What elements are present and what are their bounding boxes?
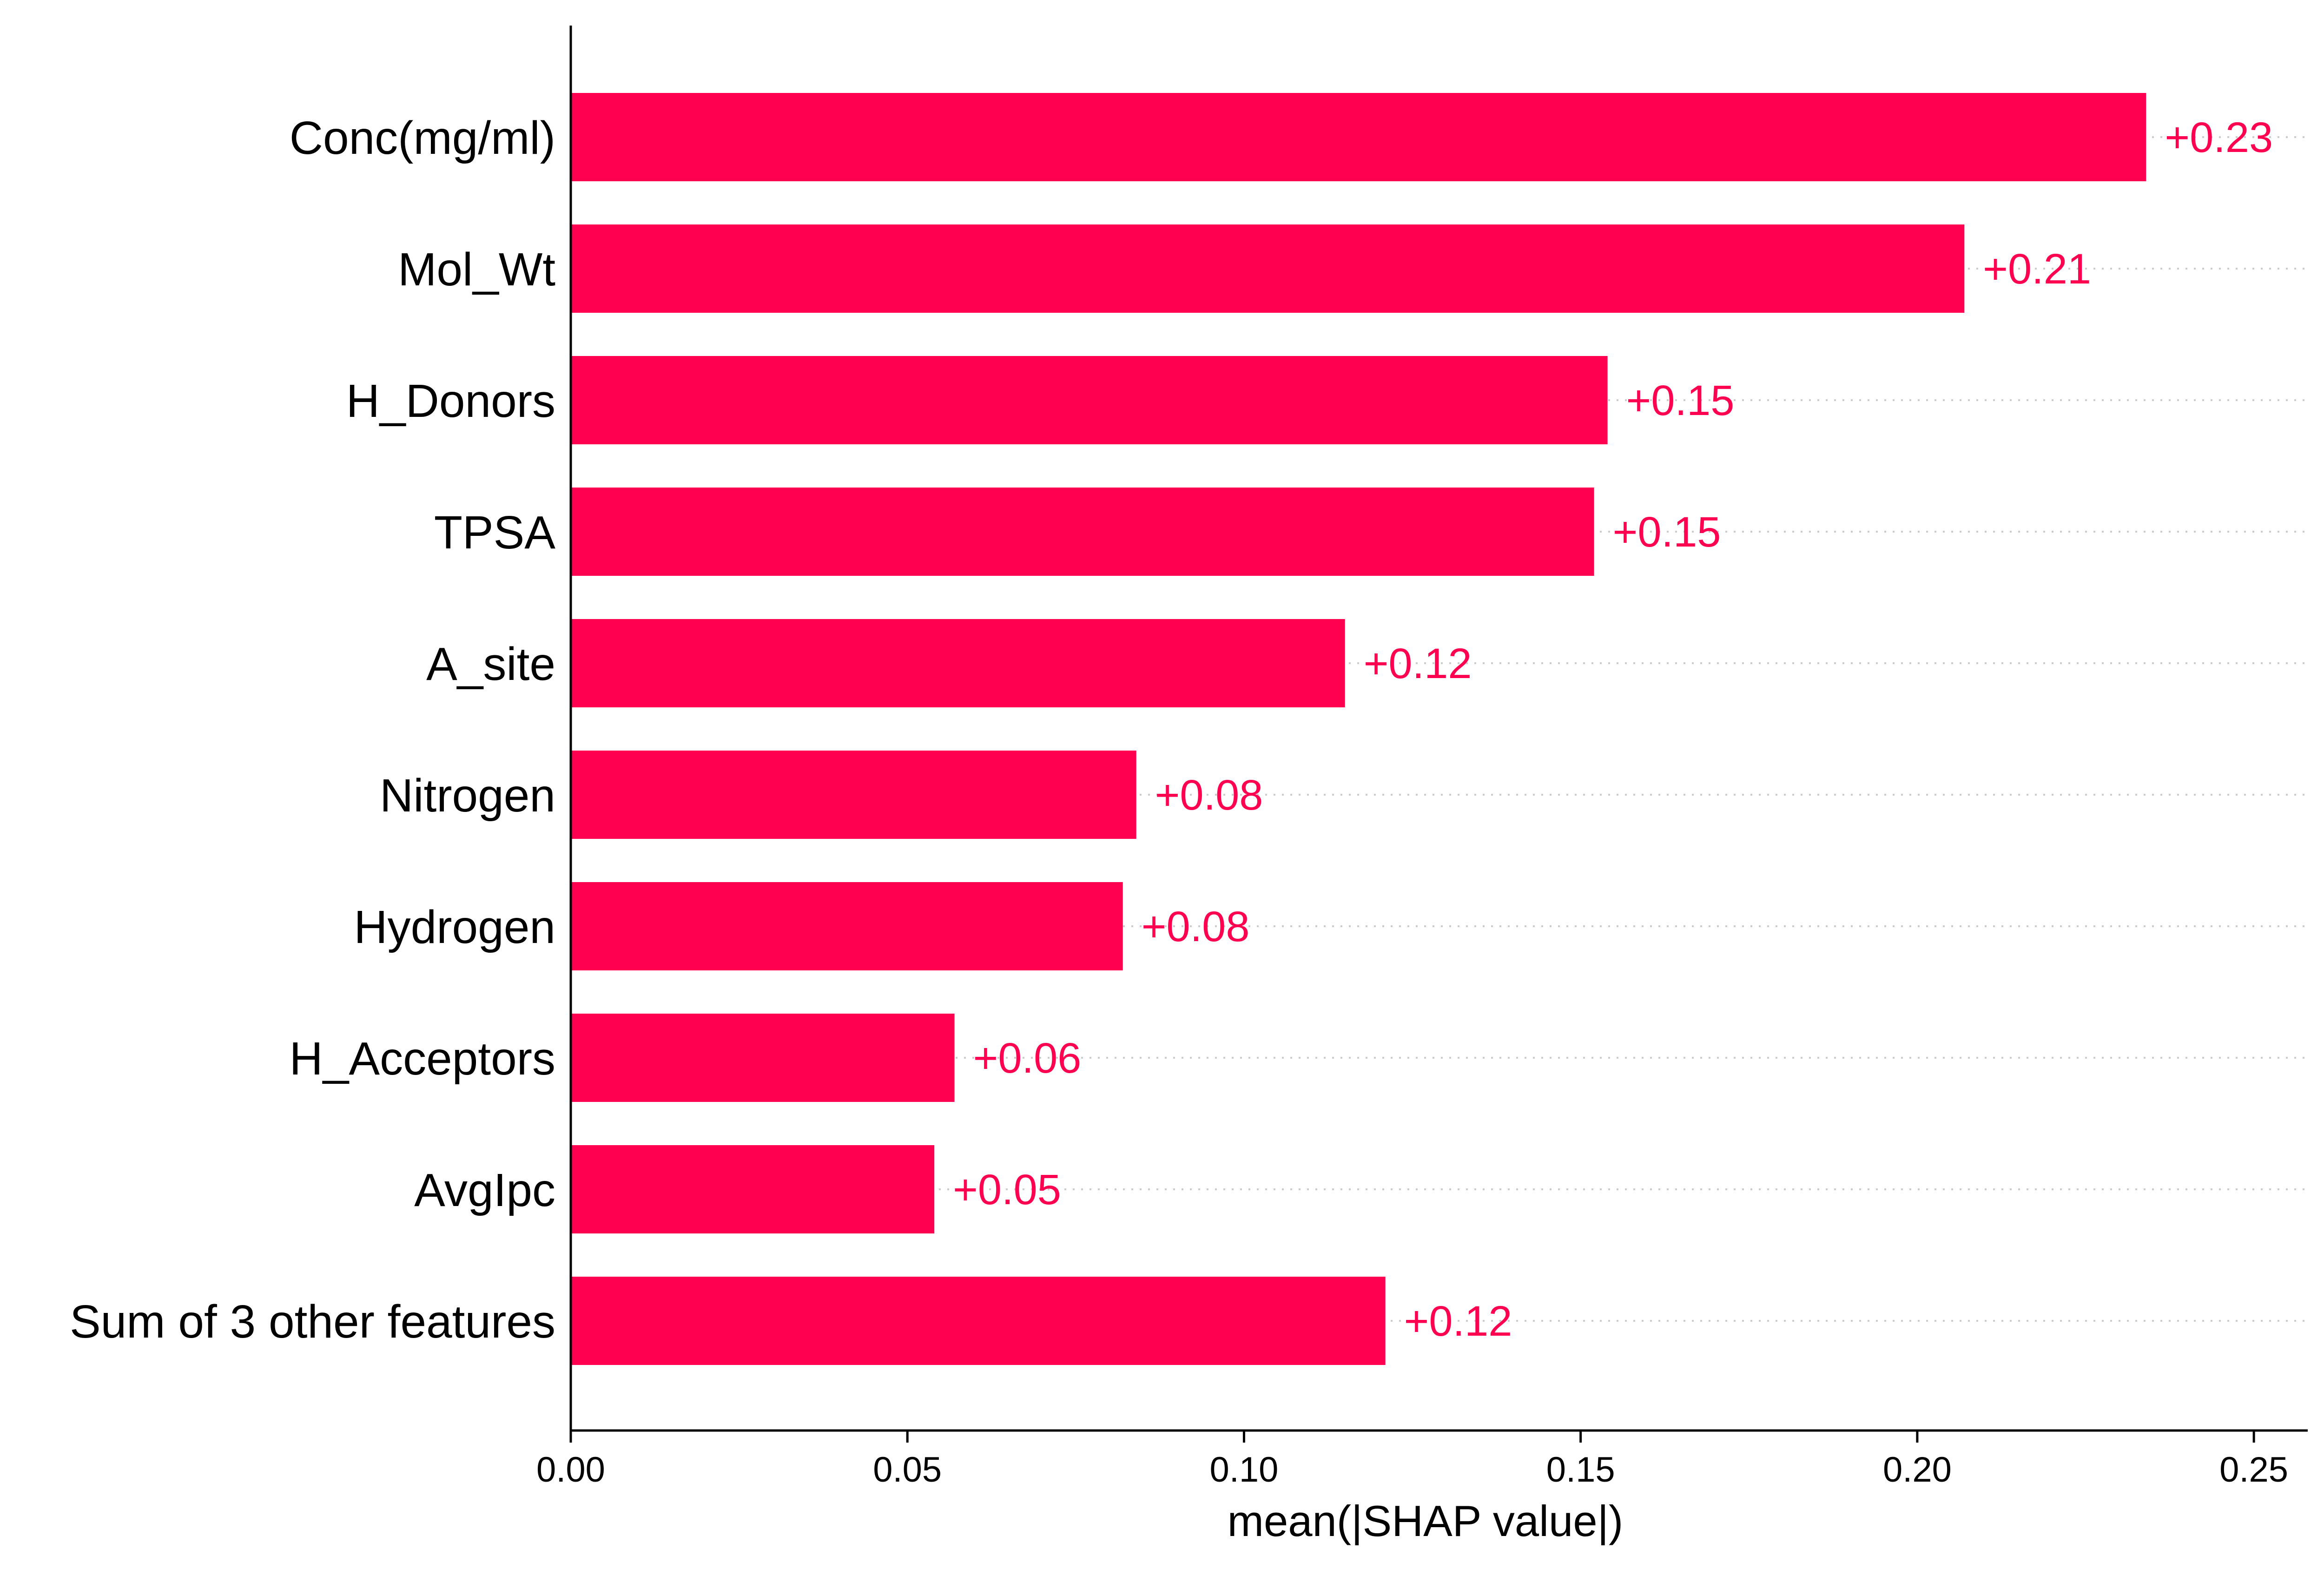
bar xyxy=(571,488,1594,576)
value-labels: +0.23 +0.21 +0.15 +0.15 +0.12 +0.08 +0.08 +0.06… xyxy=(953,114,2273,1345)
x-tick-label: 0.05 xyxy=(873,1450,942,1490)
x-tick-label: 0.00 xyxy=(536,1450,605,1490)
category-label: A_site xyxy=(426,638,555,690)
bar-value-label: +0.05 xyxy=(953,1166,1061,1213)
row-guides xyxy=(571,136,2308,1322)
x-ticks: 0.00 0.05 0.10 0.15 0.20 0.25 xyxy=(536,1431,2288,1490)
axes xyxy=(569,26,2308,1432)
category-labels: Conc(mg/ml) Mol_Wt H_Donors TPSA A_site Nitro… xyxy=(70,112,555,1348)
x-axis-title: mean(|SHAP value|) xyxy=(1228,1496,1624,1545)
bar-value-label: +0.15 xyxy=(1626,377,1735,424)
category-label: Hydrogen xyxy=(354,901,555,953)
x-tick-label: 0.25 xyxy=(2219,1450,2288,1490)
bar-value-label: +0.12 xyxy=(1364,640,1472,687)
bar xyxy=(571,1145,935,1233)
bar-value-label: +0.08 xyxy=(1142,903,1250,950)
bar xyxy=(571,356,1608,444)
x-tick-label: 0.20 xyxy=(1883,1450,1952,1490)
category-label: Conc(mg/ml) xyxy=(290,112,555,164)
category-label: Nitrogen xyxy=(380,770,555,822)
bar-value-label: +0.21 xyxy=(1983,245,2091,293)
bar xyxy=(571,619,1345,707)
category-label: H_Donors xyxy=(346,375,555,427)
bar-value-label: +0.06 xyxy=(973,1035,1082,1082)
x-tick-label: 0.15 xyxy=(1546,1450,1615,1490)
bars xyxy=(571,93,2146,1365)
bar-value-label: +0.23 xyxy=(2165,114,2273,161)
bar-value-label: +0.12 xyxy=(1404,1298,1512,1345)
bar xyxy=(571,224,1965,313)
x-tick-label: 0.10 xyxy=(1209,1450,1278,1490)
bar xyxy=(571,751,1136,839)
bar-value-label: +0.08 xyxy=(1155,771,1263,819)
bar xyxy=(571,882,1123,970)
category-label: H_Acceptors xyxy=(290,1033,555,1085)
category-label: TPSA xyxy=(434,507,555,559)
bar xyxy=(571,1014,955,1102)
bar-value-label: +0.15 xyxy=(1613,508,1721,556)
bar xyxy=(571,93,2146,181)
category-label: Mol_Wt xyxy=(398,244,555,296)
category-label: AvgIpc xyxy=(414,1164,555,1216)
category-label: Sum of 3 other features xyxy=(70,1296,555,1348)
bar xyxy=(571,1277,1386,1365)
